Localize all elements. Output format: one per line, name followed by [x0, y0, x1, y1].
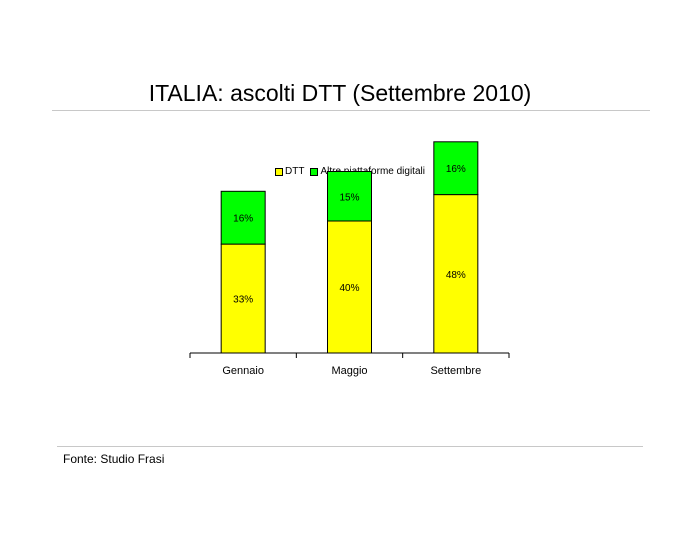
- data-label: 16%: [233, 214, 253, 225]
- x-tick-label: Maggio: [331, 365, 367, 377]
- legend-label-dtt: DTT: [285, 166, 305, 177]
- x-tick-label: Gennaio: [222, 365, 264, 377]
- bar-altre-gennaio: [220, 190, 266, 245]
- legend-swatch-dtt: [275, 167, 284, 176]
- data-label: 33%: [233, 295, 253, 306]
- bar-altre-settembre: [433, 141, 479, 196]
- source-note: Fonte: Studio Frasi: [63, 452, 165, 466]
- bar-dtt-maggio: [327, 220, 372, 354]
- data-label: 15%: [339, 192, 359, 203]
- bar-altre-maggio: [327, 171, 372, 222]
- legend-label-altre: Altre piattaforme digitali: [320, 166, 425, 177]
- x-tick-label: Settembre: [430, 365, 481, 377]
- footer-divider: [57, 446, 643, 447]
- chart-title: ITALIA: ascolti DTT (Settembre 2010): [148, 80, 532, 106]
- legend-item-dtt: DTT: [275, 166, 304, 177]
- title-divider: [52, 110, 650, 111]
- bar-dtt-gennaio: [220, 243, 266, 354]
- data-label: 40%: [339, 283, 359, 294]
- data-label: 48%: [446, 270, 466, 281]
- chart-legend: DTT Altre piattaforme digitali: [200, 166, 500, 177]
- legend-swatch-altre: [310, 167, 319, 176]
- legend-item-altre: Altre piattaforme digitali: [310, 166, 425, 177]
- data-label: 16%: [446, 164, 466, 175]
